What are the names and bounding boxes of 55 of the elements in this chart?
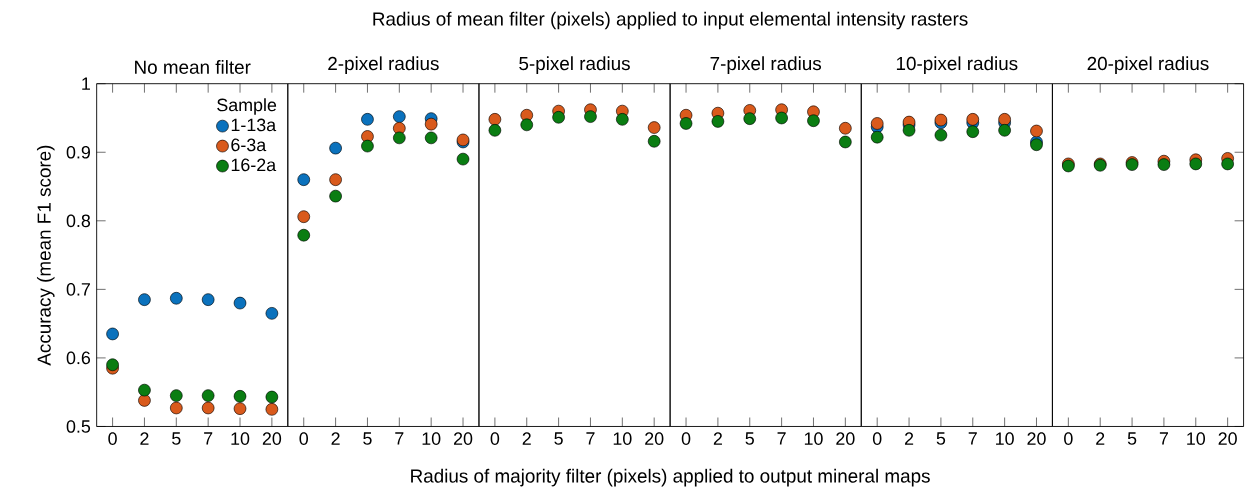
- x-tick-label: 5: [936, 432, 946, 445]
- x-tick-label: 10: [613, 432, 632, 445]
- chart-title: 5-pixel radius: [519, 56, 630, 74]
- chart-title: 10-pixel radius: [896, 56, 1018, 74]
- x-tick-label: 2: [713, 432, 722, 445]
- x-tick-label: 2: [140, 432, 149, 445]
- legend-label: 16-2a: [231, 158, 277, 172]
- x-tick-label: 5: [745, 432, 754, 445]
- text: Radius of mean filter (pixels) applied to input elemental intensity rasters: [373, 11, 968, 30]
- x-tick-label: 2: [522, 432, 531, 445]
- x-tick-label: 0: [872, 432, 882, 445]
- chart-title: No mean filter: [135, 59, 251, 74]
- chart-title: 20-pixel radius: [1087, 56, 1209, 74]
- legend-title: Sample: [217, 98, 277, 115]
- x-tick-label: 0: [490, 432, 500, 445]
- x-tick-label: 7: [1159, 432, 1168, 445]
- x-tick-label: 7: [586, 432, 595, 445]
- y-tick-label: 0.7: [66, 282, 90, 296]
- x-tick-label: 0: [299, 432, 309, 445]
- x-tick-label: 20: [836, 432, 855, 445]
- y-tick-label: 0.5: [66, 420, 91, 433]
- y-tick-label: 0.8: [66, 214, 91, 228]
- x-tick-label: 10: [996, 432, 1014, 445]
- x-tick-label: 7: [777, 432, 786, 445]
- x-tick-label: 2: [331, 432, 340, 445]
- x-tick-label: 5: [554, 432, 563, 445]
- x-tick-label: 5: [172, 432, 181, 445]
- x-tick-label: 5: [363, 432, 372, 445]
- legend-label: 6-3a: [231, 138, 267, 152]
- x-tick-label: 10: [1187, 432, 1206, 445]
- x-tick-label: 5: [1127, 432, 1137, 445]
- x-tick-label: 10: [422, 432, 441, 445]
- y-tick-label: 0.9: [66, 145, 90, 159]
- x-tick-label: 0: [1064, 432, 1073, 445]
- chart-title: 2-pixel radius: [328, 56, 439, 74]
- x-tick-label: 20: [1218, 432, 1237, 445]
- x-tick-label: 20: [262, 432, 282, 445]
- y-tick-label: 1: [82, 77, 90, 90]
- x-tick-label: 7: [968, 432, 977, 445]
- x-tick-label: 2: [904, 432, 914, 445]
- x-tick-label: 2: [1096, 432, 1105, 445]
- x-tick-label: 10: [804, 432, 823, 445]
- x-tick-label: 10: [231, 432, 250, 445]
- y-axis-title: Accuracy (mean F1 score): [36, 145, 55, 366]
- x-tick-label: 0: [681, 432, 691, 445]
- text: Radius of majority filter (pixels) applied to output mineral maps: [411, 468, 930, 487]
- x-tick-label: 7: [204, 432, 213, 445]
- chart-title: 7-pixel radius: [710, 56, 822, 74]
- y-tick-label: 0.6: [66, 351, 91, 365]
- x-tick-label: 20: [453, 432, 473, 445]
- legend-label: 1-13a: [231, 118, 277, 132]
- x-tick-label: 0: [108, 432, 117, 445]
- x-tick-label: 20: [645, 432, 664, 445]
- x-tick-label: 20: [1027, 432, 1046, 445]
- x-tick-label: 7: [395, 432, 404, 445]
